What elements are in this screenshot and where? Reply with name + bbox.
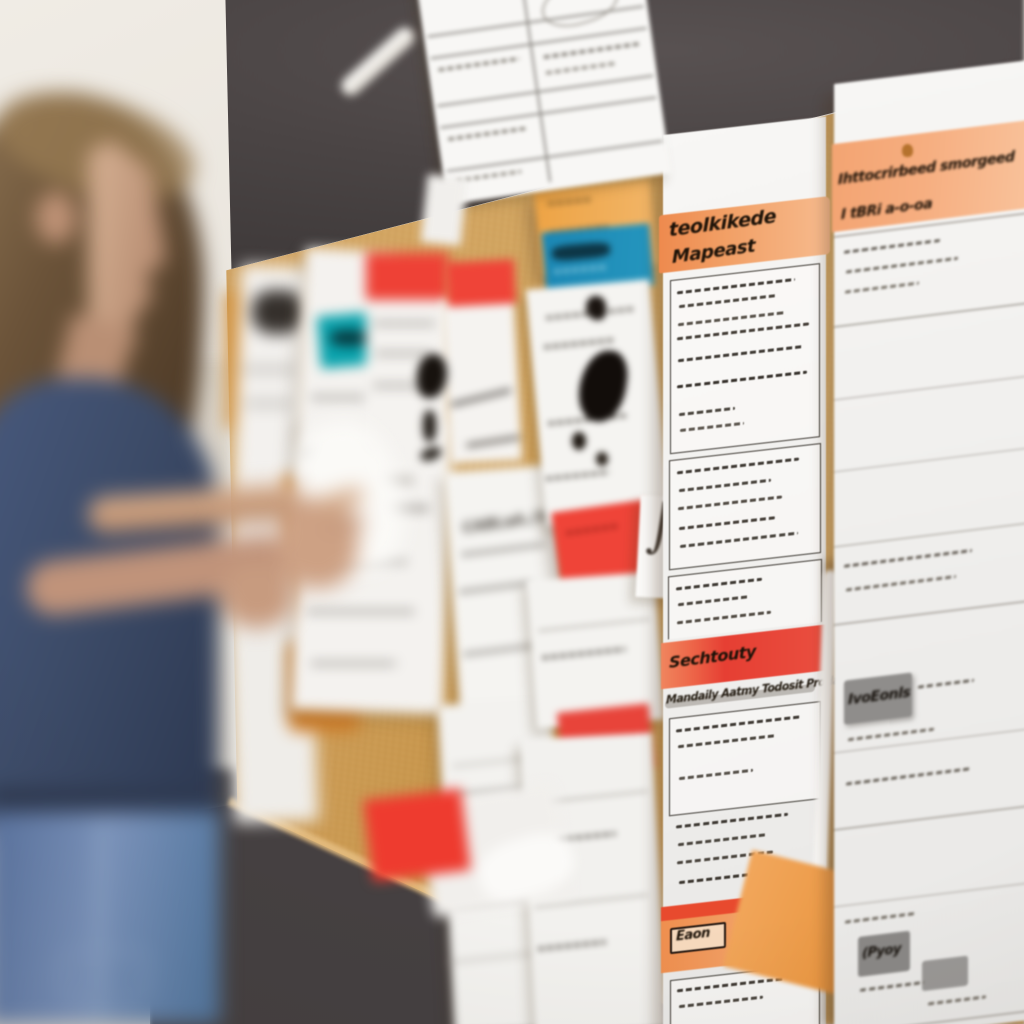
handwriting-line [845,911,917,924]
row-divider [834,1009,1024,1024]
small-paper-scrap [420,174,468,246]
red-note-header [445,259,517,307]
handwriting-line [306,506,428,511]
sketch-doodle [535,0,623,35]
handwriting-line [928,995,986,1006]
handwriting-line [678,833,766,847]
row-divider [834,374,1024,401]
row-divider [834,521,1024,548]
handwriting-line [846,575,956,592]
handwriting-line [374,384,438,387]
handwriting-line [860,980,924,992]
handwriting-line [846,256,958,274]
handwriting-line [848,727,934,742]
grid-planning-sheet [414,0,672,205]
handwriting-line [308,610,416,613]
handwriting-line [447,126,526,141]
handwriting-line [545,61,618,75]
handwriting-line [918,678,974,689]
handwriting-line [845,281,919,294]
grid-row-line [446,140,663,173]
right-task-column: Ihttocrirbeed smorgeed I tBRi a-o-oa Ivo… [832,59,1024,1024]
ink-dot [572,432,586,450]
ink-scribble [330,330,368,346]
handwriting-line [438,57,520,72]
red-note-header [366,253,448,300]
handwriting-line [246,402,294,405]
row-divider [834,804,1024,831]
handwriting-line [543,42,639,59]
handwriting-line [374,322,436,325]
row-divider [834,599,1024,626]
row-divider [834,446,1024,473]
handwriting-line [310,560,406,563]
handwriting-line [312,662,396,665]
ink-smudge [252,290,304,334]
row-divider [834,727,1024,754]
handwriting-line [244,368,300,371]
red-sticky-note [363,788,471,882]
handwriting-line [844,549,972,568]
handwriting-line [308,478,412,483]
handwriting-line [312,396,372,399]
handwriting-line [844,238,940,254]
row-divider [834,881,1024,908]
row-divider [834,301,1024,328]
gray-tag [922,955,968,992]
ink-drip [423,410,436,442]
handwriting-line [676,812,788,829]
pushpin [902,144,913,157]
handwriting-line [376,352,432,355]
ink-dot [596,452,608,466]
handwriting-line [846,767,970,786]
ink-mark [586,296,606,320]
